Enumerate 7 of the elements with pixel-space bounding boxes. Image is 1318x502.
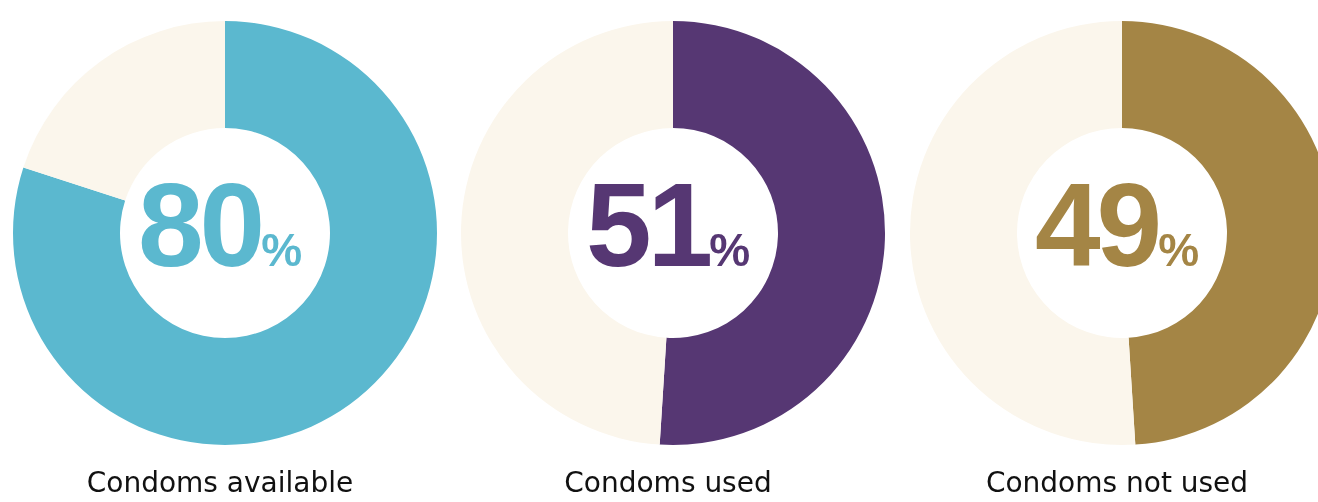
text: 51%	[585, 159, 751, 291]
text: 80%	[137, 159, 303, 291]
donut-slice	[13, 21, 437, 445]
text: Condoms available	[85, 466, 355, 499]
text: 49%	[1034, 159, 1200, 291]
text: Condoms used	[563, 466, 773, 499]
text: Condoms not used	[984, 466, 1250, 499]
